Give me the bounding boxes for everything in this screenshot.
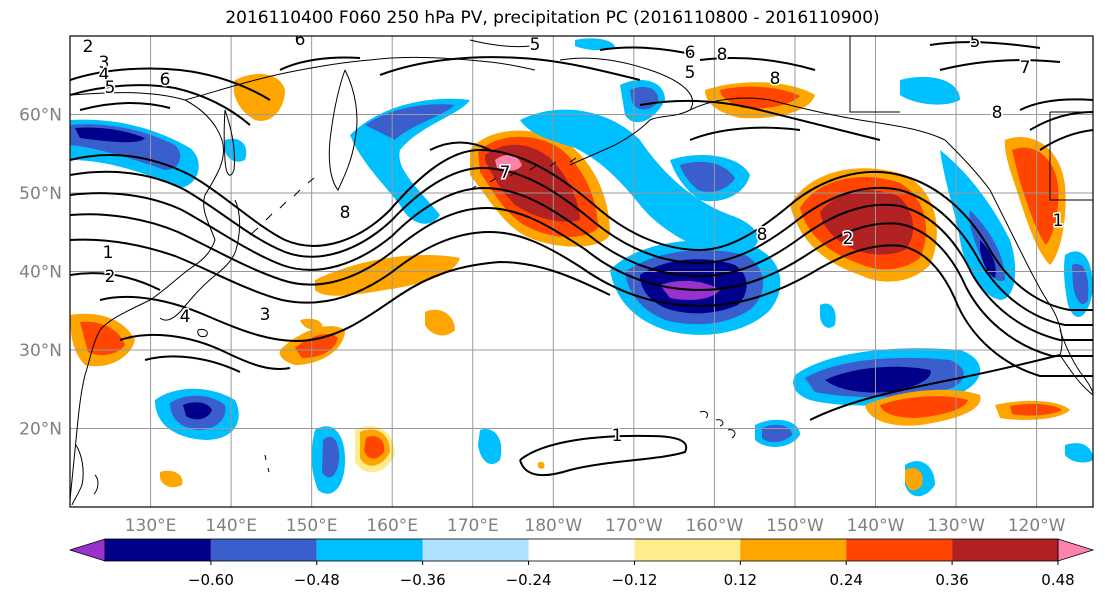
colorbar-tick-labels: −0.60 −0.48 −0.36 −0.24 −0.12 0.12 0.24 0.36 0.4… [188,561,1075,589]
colorbar-tick-label: 0.12 [724,571,757,589]
lon-label: 150°W [766,516,824,536]
pv-contours [70,41,1093,477]
lon-label: 160°E [366,516,418,536]
map-frame [69,35,1094,508]
contour-label: 3 [260,305,271,325]
colorbar-tick-label: −0.36 [400,571,446,589]
colorbar-segment [422,539,529,561]
colorbar-segment [846,539,953,561]
lon-label: 120°W [1008,516,1066,536]
colorbar-segment [952,539,1058,561]
colorbar-segment [105,539,211,561]
contour-label: 4 [99,65,110,85]
lat-label: 60°N [19,106,62,126]
latitude-labels: 60°N 50°N 40°N 30°N 20°N [19,106,62,440]
contour-label: 6 [160,70,171,90]
contour-label: 1 [612,426,623,446]
contour-label: 1 [103,243,114,263]
contour-label: 4 [180,307,191,327]
contour-label: 6 [295,30,306,50]
lon-label: 130°E [125,516,177,536]
lon-label: 180°W [524,516,582,536]
contour-label: 8 [340,203,351,223]
precip-shading [70,38,1093,497]
colorbar-tick-label: 0.48 [1041,571,1074,589]
lat-label: 30°N [19,341,62,361]
colorbar-segment [528,539,635,561]
colorbar-tick-label: −0.12 [611,571,657,589]
colorbar-tick-label: 0.36 [935,571,968,589]
colorbar-segment [210,539,317,561]
figure-title: 2016110400 F060 250 hPa PV, precipitatio… [225,8,880,28]
contour-label: 8 [992,103,1003,123]
colorbar-tick-label: 0.24 [830,571,863,589]
lon-label: 150°E [286,516,338,536]
colorbar-tick-label: −0.60 [188,571,234,589]
contour-label: 5 [685,63,696,83]
contour-label: 5 [105,78,116,98]
colorbar-extend-low [68,538,106,562]
contour-label: 2 [83,37,94,57]
contour-label: 8 [770,69,781,89]
lon-label: 140°E [205,516,257,536]
colorbar-segment [316,539,423,561]
lat-label: 50°N [19,184,62,204]
colorbar-tick-label: −0.24 [506,571,552,589]
contour-label: 5 [530,35,541,55]
contour-label: 5 [970,32,981,52]
lat-label: 20°N [19,420,62,440]
contour-label: 2 [105,267,116,287]
lon-label: 170°W [605,516,663,536]
contour-label: 1 [1053,211,1064,231]
contour-label: 7 [500,163,511,183]
contour-label: 3 [99,53,110,73]
longitude-labels: 130°E 140°E 150°E 160°E 170°E 180°W 170°W 160°W… [125,516,1066,536]
colorbar-segment [634,539,741,561]
lat-label: 40°N [19,263,62,283]
lon-label: 130°W [927,516,985,536]
lon-label: 140°W [847,516,905,536]
lon-label: 170°E [447,516,499,536]
contour-label: 8 [717,45,728,65]
lon-label: 160°W [686,516,744,536]
contour-label: 2 [843,229,854,249]
colorbar-tick-label: −0.48 [294,571,340,589]
contour-label: 7 [1020,58,1031,78]
colorbar-outline [104,538,1059,562]
colorbar-extend-high [1057,538,1095,562]
contour-label: 8 [757,225,768,245]
colorbar [68,538,1095,562]
colorbar-segment [740,539,847,561]
contour-label: 6 [685,43,696,63]
